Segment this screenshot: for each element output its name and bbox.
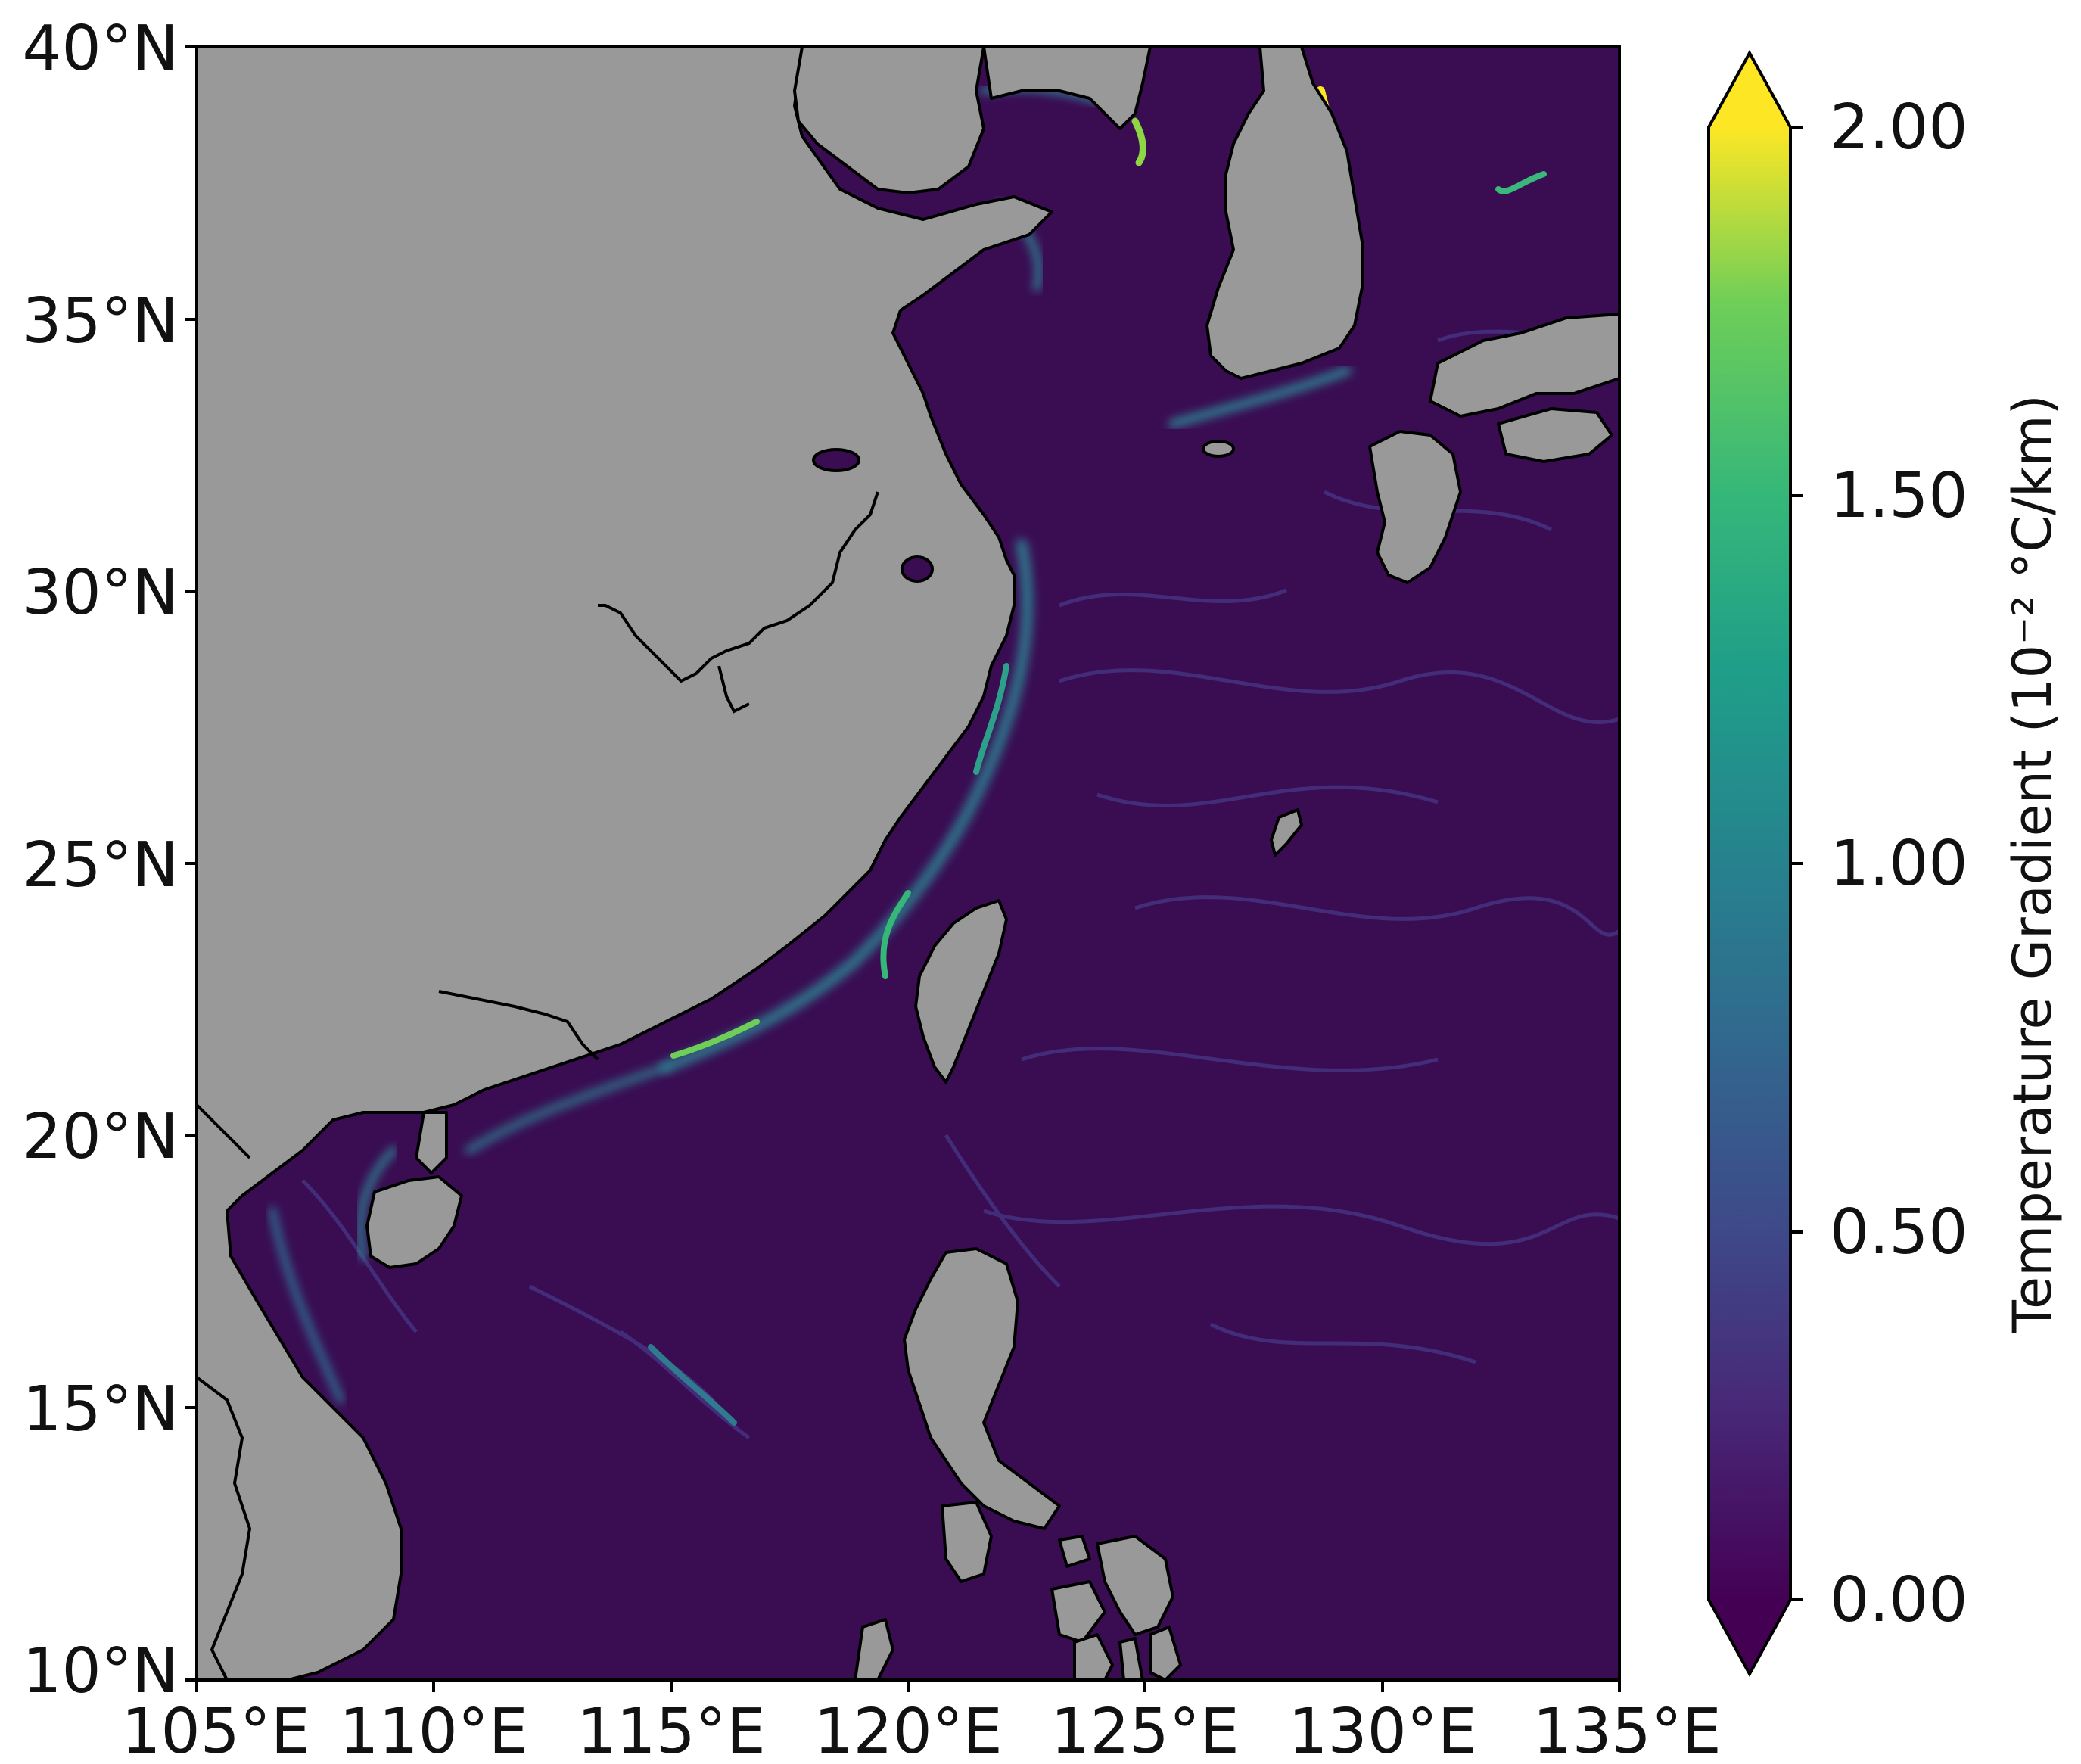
okinawa <box>1270 808 1303 857</box>
rivers-borders <box>197 491 879 1680</box>
y-tick-label: 20°N <box>22 1101 179 1173</box>
kyushu <box>1368 430 1462 584</box>
x-tick-label: 120°E <box>813 1696 1002 1764</box>
colorbar-gradient <box>1709 127 1790 1600</box>
ocean-swirls <box>301 323 1619 1440</box>
colorbar-tick-label: 1.50 <box>1830 460 1968 532</box>
taiwan <box>914 899 1008 1084</box>
x-tick-labels: 105°E 110°E 115°E 120°E 125°E 130°E 135°… <box>121 1696 1721 1764</box>
leizhou-peninsula <box>415 1111 448 1174</box>
y-tick-label: 30°N <box>22 557 179 629</box>
hainan <box>365 1175 463 1269</box>
negros <box>1073 1633 1114 1680</box>
y-tick-label: 10°N <box>22 1635 179 1707</box>
taihu-lake <box>901 555 934 583</box>
colorbar: 2.00 1.50 1.00 0.50 0.00 Temperature Gra… <box>1707 49 2064 1678</box>
y-tick-labels: 40°N 35°N 30°N 25°N 20°N 15°N 10°N <box>22 13 179 1707</box>
y-tick-label: 25°N <box>22 829 179 901</box>
shikoku <box>1497 407 1613 463</box>
colorbar-tick-label: 1.00 <box>1830 828 1968 900</box>
colorbar-title: Temperature Gradient (10⁻² °C/km) <box>2002 394 2064 1333</box>
masbate <box>1058 1535 1091 1568</box>
hongze-lake <box>812 448 860 472</box>
cebu <box>1118 1637 1144 1680</box>
liaodong <box>982 47 1152 130</box>
x-tick-label: 110°E <box>339 1696 527 1764</box>
x-tick-marks <box>195 1680 1621 1692</box>
leyte <box>1149 1626 1182 1680</box>
samar <box>1096 1535 1174 1636</box>
x-tick-label: 125°E <box>1050 1696 1239 1764</box>
x-tick-label: 105°E <box>121 1696 310 1764</box>
honshu <box>1429 313 1619 418</box>
x-tick-label: 115°E <box>577 1696 765 1764</box>
x-tick-label: 135°E <box>1532 1696 1721 1764</box>
palawan-tip <box>854 1618 894 1680</box>
colorbar-tick-label: 0.00 <box>1830 1564 1968 1636</box>
y-tick-label: 40°N <box>22 13 179 85</box>
colorbar-extend-top <box>1709 53 1790 127</box>
colorbar-tick-marks <box>1790 126 1803 1601</box>
panay <box>1050 1580 1106 1644</box>
y-tick-label: 15°N <box>22 1374 179 1445</box>
y-tick-marks <box>185 45 197 1682</box>
jeju-island <box>1202 440 1235 458</box>
mindoro <box>941 1501 993 1583</box>
map-area <box>197 47 1619 1680</box>
x-tick-label: 130°E <box>1288 1696 1476 1764</box>
y-tick-label: 35°N <box>22 285 179 357</box>
shandong <box>793 47 985 194</box>
korea <box>1205 47 1364 380</box>
colorbar-extend-bottom <box>1709 1600 1790 1674</box>
yangtze-river <box>598 491 879 683</box>
colorbar-tick-label: 2.00 <box>1830 92 1968 163</box>
luzon <box>903 1247 1061 1530</box>
colorbar-tick-label: 0.50 <box>1830 1196 1968 1268</box>
